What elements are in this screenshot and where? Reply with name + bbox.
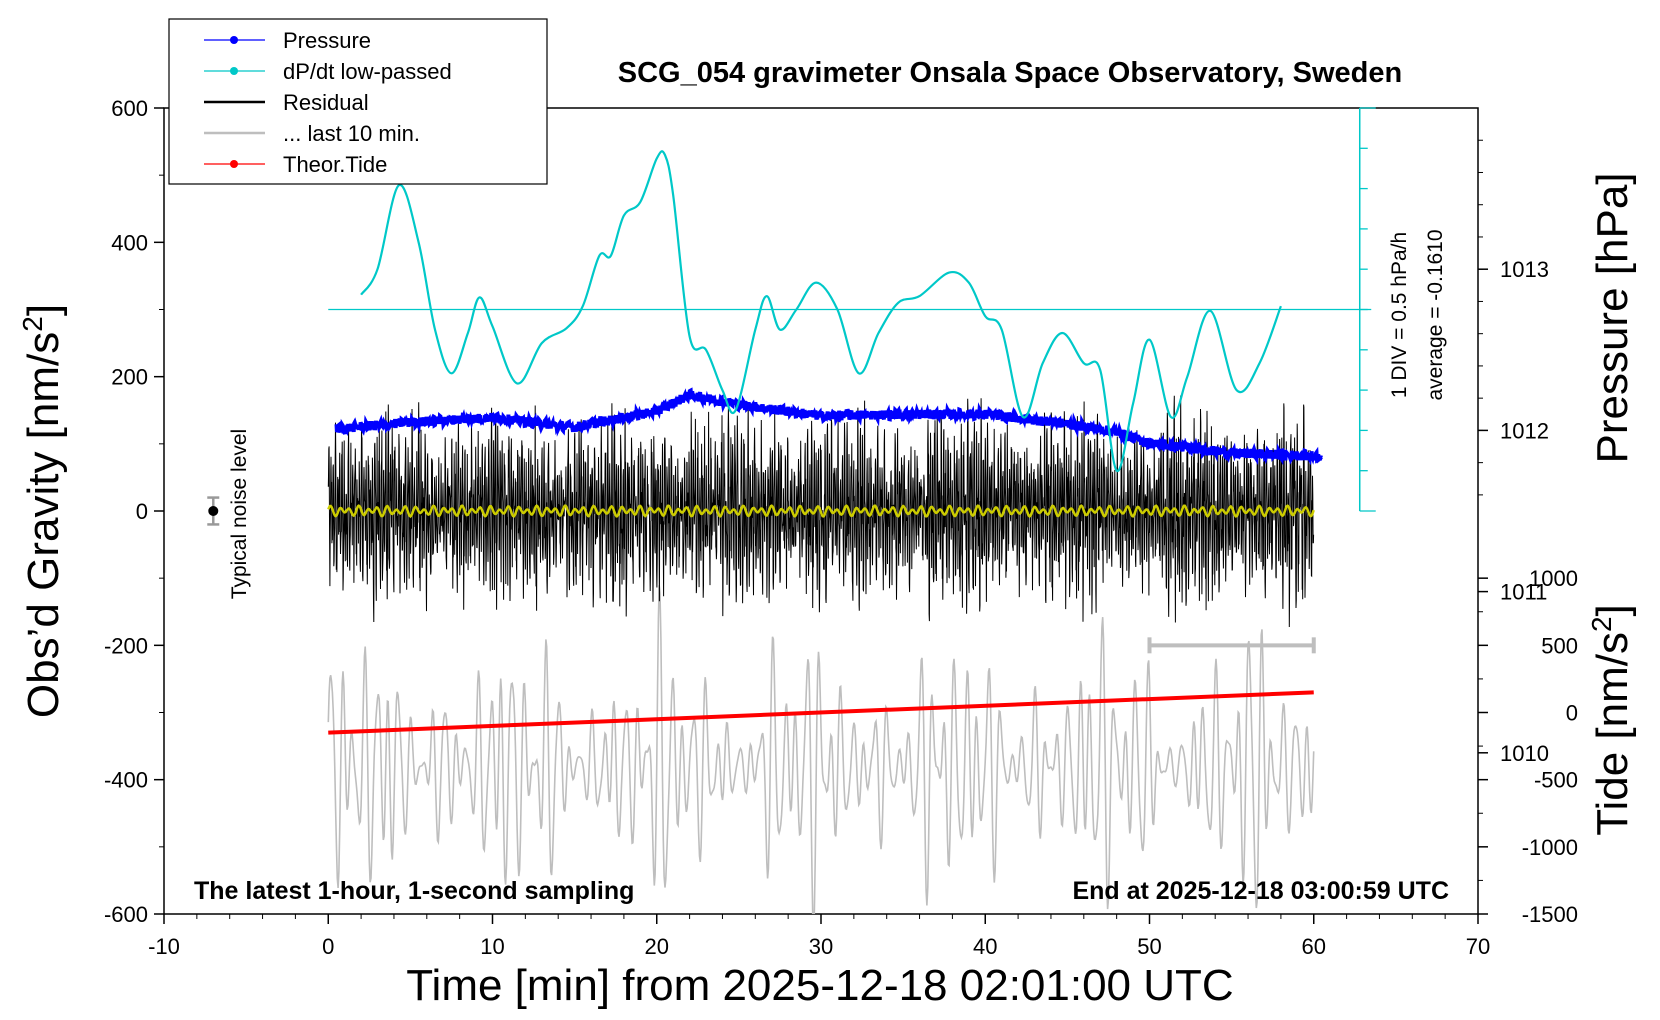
footer-right: End at 2025-12-18 03:00:59 UTC [1072, 877, 1449, 905]
y-tick-label: 400 [111, 230, 148, 255]
series-layer [327, 150, 1323, 914]
x-axis-title: Time [min] from 2025-12-18 02:01:00 UTC [406, 961, 1233, 1010]
footer-left: The latest 1-hour, 1-second sampling [194, 877, 634, 905]
pressure-tick-label: 1011 [1500, 580, 1547, 605]
pressure-tick-label: 1013 [1500, 257, 1549, 282]
tide-axis-title: Tide [nm/s2] [1586, 604, 1637, 836]
y-tick-label: -200 [104, 633, 148, 658]
axis-layer: -10 0 10 20 30 40 50 60 70 600 400 200 0 -200 -400 -600… [104, 96, 1578, 959]
series-last-10-min [327, 585, 1315, 914]
x-tick-label: 0 [322, 934, 334, 959]
y-tick-label: 0 [136, 499, 148, 524]
tide-tick-label: 1000 [1529, 566, 1578, 591]
legend-label: ... last 10 min. [283, 121, 420, 146]
pressure-tick-label: 1012 [1500, 418, 1549, 443]
x-tick-label: 50 [1137, 934, 1161, 959]
dpdt-average-label: average = -0.1610 [1424, 229, 1447, 400]
noise-label: Typical noise level [228, 429, 251, 599]
series-pressure [334, 387, 1323, 466]
legend-label: Theor.Tide [283, 152, 387, 177]
series-dpdt [360, 150, 1282, 472]
tide-tick-label: 500 [1541, 633, 1578, 658]
pressure-axis-title: Pressure [hPa] [1588, 172, 1637, 463]
chart-title: SCG_054 gravimeter Onsala Space Observat… [618, 57, 1402, 89]
tide-tick-label: 0 [1566, 701, 1578, 726]
noise-dot [208, 506, 219, 516]
legend-label: Residual [283, 90, 369, 115]
overlay-layer [207, 107, 1376, 654]
series-tide [328, 690, 1314, 735]
tide-tick-label: -1500 [1522, 902, 1578, 927]
legend-marker [230, 160, 238, 168]
x-tick-label: 40 [973, 934, 997, 959]
dpdt-div-label: 1 DIV = 0.5 hPa/h [1388, 232, 1411, 398]
left-axis-title: Obs’d Gravity [nm/s2] [17, 304, 68, 718]
x-tick-label: 10 [480, 934, 504, 959]
legend: Pressure dP/dt low-passed Residual ... last… [168, 18, 548, 185]
x-tick-label: 70 [1466, 934, 1490, 959]
legend-marker [230, 36, 238, 44]
tide-tick-label: -500 [1534, 768, 1578, 793]
legend-label: Pressure [283, 28, 371, 53]
legend-marker [230, 67, 238, 75]
y-tick-label: -600 [104, 902, 148, 927]
x-tick-label: 60 [1302, 934, 1326, 959]
legend-items: Pressure dP/dt low-passed Residual ... last… [204, 28, 452, 177]
pressure-tick-label: 1010 [1500, 741, 1549, 766]
tide-tick-label: -1000 [1522, 835, 1578, 860]
y-tick-label: 200 [111, 365, 148, 390]
series-residual-smoothed [327, 504, 1315, 519]
x-tick-label: 20 [645, 934, 669, 959]
series-residual [327, 395, 1315, 628]
y-tick-label: -400 [104, 768, 148, 793]
y-tick-label: 600 [111, 96, 148, 121]
x-tick-label: -10 [148, 934, 180, 959]
x-tick-label: 30 [809, 934, 833, 959]
legend-label: dP/dt low-passed [283, 59, 452, 84]
